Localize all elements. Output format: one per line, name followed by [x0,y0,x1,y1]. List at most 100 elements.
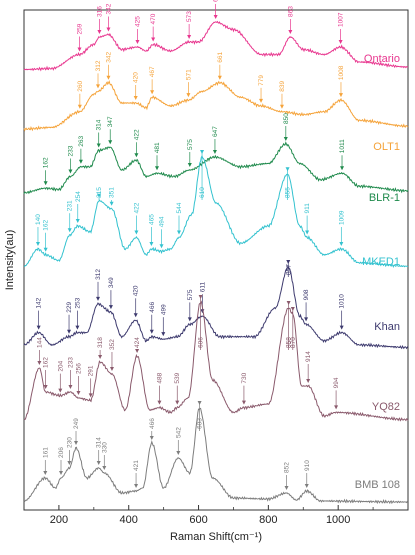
x-axis-label: Raman Shift(cm⁻¹) [170,531,262,543]
peak-label: 347 [107,116,114,127]
peak-label: 465 [148,214,155,225]
peak-arrowhead [96,143,101,148]
peak-label: 466 [149,418,156,429]
peak-label: 730 [241,372,248,383]
peak-label: 649 [213,0,220,2]
peak-label: 349 [108,277,115,288]
peak-label: 291 [88,365,95,376]
peak-arrowhead [217,75,222,80]
series-label: MKED1 [362,256,400,268]
series-line [23,155,409,268]
series-label: Ontario [364,53,400,65]
peak-arrowhead [339,242,344,246]
peak-label: 610 [199,187,206,198]
peak-label: 259 [77,23,84,34]
peak-label: 162 [43,157,50,168]
peak-label: 914 [305,351,312,362]
peak-arrowhead [175,400,180,405]
peak-label: 858 [286,337,293,348]
series-label: OLT1 [373,141,400,153]
peak-arrowhead [75,219,80,223]
peak-label: 911 [304,203,311,214]
peak-label: 161 [42,447,49,458]
peak-arrowhead [159,244,164,249]
peak-label: 140 [35,214,42,225]
peak-label: 420 [133,285,140,296]
x-tick-label: 400 [120,514,138,526]
peak-label: 863 [287,6,294,17]
series-ontario: 2593163424254705736498631007Ontario [23,0,409,72]
series-label: Khan [374,321,400,333]
peak-label: 852 [284,462,291,473]
peak-arrowhead [135,349,140,353]
peak-arrowhead [149,329,154,334]
peak-label: 318 [97,337,104,348]
peak-arrowhead [76,391,81,395]
peak-label: 314 [96,119,103,130]
peak-label: 330 [101,442,108,453]
peak-arrowhead [290,307,295,311]
peak-label: 571 [185,69,192,80]
peak-arrowhead [106,27,111,32]
peak-arrowhead [68,385,73,389]
peak-arrowhead [340,166,345,171]
peak-arrowhead [78,159,83,164]
traces: 2593163424254705736498631007Ontario26031… [23,0,409,505]
peak-label: 230 [66,437,73,448]
peak-label: 542 [175,427,182,438]
peak-arrowhead [96,461,101,465]
peak-arrowhead [259,98,264,103]
peak-arrowhead [133,313,138,318]
peak-label: 870 [290,337,297,348]
peak-arrowhead [338,40,343,44]
peak-arrowhead [213,15,218,19]
series-line [23,300,409,422]
peak-label: 467 [149,66,156,77]
peak-arrowhead [161,332,166,337]
peak-arrowhead [106,75,111,80]
peak-arrowhead [212,150,217,154]
peak-label: 312 [95,60,102,71]
peak-label: 850 [283,113,290,124]
peak-arrowhead [108,140,113,145]
peak-label: 263 [78,136,85,147]
peak-label: 352 [109,339,116,350]
peak-label: 314 [96,437,103,448]
peak-arrowhead [149,436,154,440]
peak-arrowhead [338,93,343,98]
peak-label: 204 [57,360,64,371]
peak-arrowhead [109,201,114,206]
peak-arrowhead [109,367,114,371]
peak-label: 466 [149,301,156,312]
peak-arrowhead [98,355,103,359]
peak-arrowhead [96,84,101,89]
peak-label: 499 [160,304,167,315]
peak-arrowhead [102,466,107,470]
peak-arrowhead [68,169,73,174]
peak-label: 470 [150,13,157,24]
peak-arrowhead [149,242,154,246]
series-line [23,141,409,195]
peak-label: 1011 [339,139,346,153]
peak-arrowhead [339,325,344,330]
peak-arrowhead [97,193,102,198]
peak-label: 256 [75,363,82,374]
peak-label: 316 [96,6,103,17]
peak-arrowhead [135,40,140,44]
peak-arrowhead [75,325,80,330]
series-line [23,20,409,72]
peak-arrowhead [35,242,40,246]
peak-label: 229 [66,301,73,312]
peak-arrowhead [74,441,79,445]
peak-arrowhead [134,153,139,158]
peak-label: 855 [285,187,292,198]
series-label: BLR-1 [369,192,400,204]
series-label: YQ82 [372,401,400,413]
peak-label: 315 [96,187,103,198]
peak-arrowhead [284,486,289,490]
peak-label: 162 [43,357,50,368]
peak-label: 351 [109,187,116,198]
